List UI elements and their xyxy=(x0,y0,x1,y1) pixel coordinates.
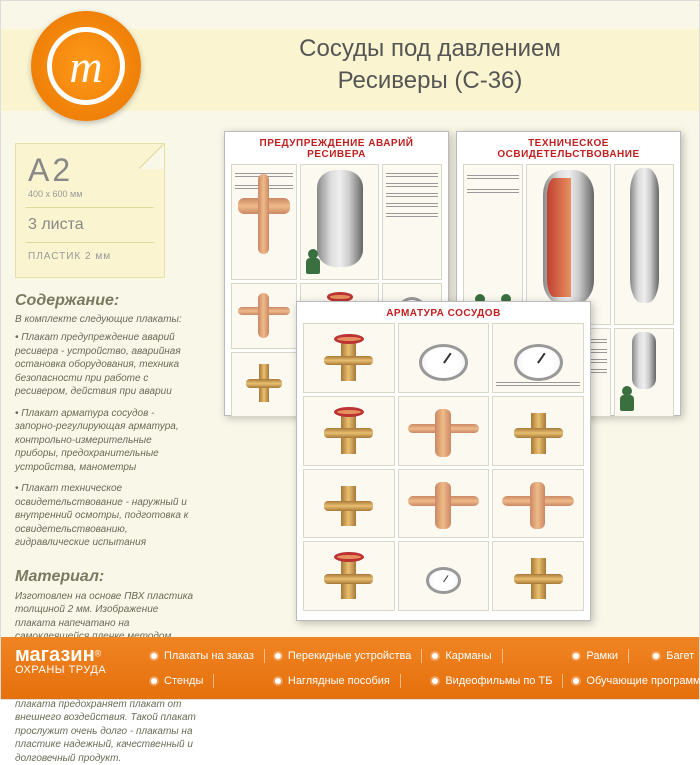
brand-logo: m xyxy=(31,11,141,121)
diagram-cell xyxy=(398,323,490,393)
diagram-cell xyxy=(303,323,395,393)
bullet-icon xyxy=(653,653,659,659)
diagram-cell xyxy=(303,469,395,539)
material-heading: Материал: xyxy=(15,568,197,586)
separator xyxy=(264,649,265,663)
divider xyxy=(26,242,154,243)
divider xyxy=(26,207,154,208)
bullet-icon xyxy=(275,678,281,684)
format-badge: A2 400 x 600 мм 3 листа ПЛАСТИК 2 мм xyxy=(15,143,165,278)
content-bullet: • Плакат техническое освидетельствование… xyxy=(15,482,197,550)
bullet-icon xyxy=(432,678,438,684)
diagram-cell xyxy=(492,396,584,466)
footer-menu: Плакаты на заказ Перекидные устройства К… xyxy=(151,645,689,691)
diagram-cell xyxy=(303,541,395,611)
footer-link[interactable]: Видеофильмы по ТБ xyxy=(432,674,573,688)
poster-preview-area: ПРЕДУПРЕЖДЕНИЕ АВАРИЙ РЕСИВЕРА ТЕХНИЧЕСК… xyxy=(216,131,687,627)
footer-link-label: Плакаты на заказ xyxy=(164,650,254,662)
diagram-cell xyxy=(300,164,379,280)
material-short: ПЛАСТИК 2 мм xyxy=(28,251,164,262)
bullet-icon xyxy=(151,653,157,659)
footer-link-label: Обучающие программы xyxy=(586,675,700,687)
footer-link-label: Видеофильмы по ТБ xyxy=(445,675,552,687)
diagram-cell xyxy=(231,283,297,348)
diagram-cell xyxy=(614,328,674,417)
separator xyxy=(213,674,214,688)
footer-link[interactable]: Карманы xyxy=(432,649,573,663)
separator xyxy=(562,674,563,688)
sidebar: A2 400 x 600 мм 3 листа ПЛАСТИК 2 мм Сод… xyxy=(1,131,211,629)
title-line2: Ресиверы (С-36) xyxy=(181,67,679,95)
bullet-icon xyxy=(573,653,579,659)
poster-1-title: ПРЕДУПРЕЖДЕНИЕ АВАРИЙ РЕСИВЕРА xyxy=(231,138,442,160)
footer-link[interactable]: Перекидные устройства xyxy=(275,649,432,663)
page: m Сосуды под давлением Ресиверы (С-36) A… xyxy=(0,0,700,700)
brand-logo-ring: m xyxy=(47,27,125,105)
diagram-cell xyxy=(231,352,297,417)
diagram-cell xyxy=(398,469,490,539)
content-bullet: • Плакат предупреждение аварий ресивера … xyxy=(15,331,197,399)
bullet-icon xyxy=(573,678,579,684)
footer-logo: магазин® ОХРАНЫ ТРУДА xyxy=(15,645,106,676)
footer: магазин® ОХРАНЫ ТРУДА Плакаты на заказ П… xyxy=(1,637,699,699)
title-line1: Сосуды под давлением xyxy=(181,35,679,63)
diagram-cell xyxy=(614,164,674,325)
diagram-cell xyxy=(398,541,490,611)
separator xyxy=(400,674,401,688)
content-intro: В комплекте следующие плакаты: xyxy=(15,314,197,325)
poster-2-title: ТЕХНИЧЕСКОЕ ОСВИДЕТЕЛЬСТВОВАНИЕ xyxy=(463,138,674,160)
diagram-cell xyxy=(492,541,584,611)
footer-link[interactable]: Наглядные пособия xyxy=(275,674,432,688)
footer-link[interactable]: Обучающие программы xyxy=(573,675,700,687)
poster-3-title: АРМАТУРА СОСУДОВ xyxy=(303,308,584,319)
diagram-cell xyxy=(492,469,584,539)
poster-3: АРМАТУРА СОСУДОВ xyxy=(296,301,591,621)
page-title: Сосуды под давлением Ресиверы (С-36) xyxy=(181,35,679,95)
diagram-cell xyxy=(398,396,490,466)
format-dimensions: 400 x 600 мм xyxy=(28,189,164,199)
bullet-icon xyxy=(151,678,157,684)
footer-link-label: Наглядные пособия xyxy=(288,675,390,687)
content-bullet: • Плакат арматура сосудов - запорно-регу… xyxy=(15,407,197,475)
sheets-count: 3 листа xyxy=(28,216,164,234)
brand-logo-letter: m xyxy=(69,40,102,93)
footer-link[interactable]: Рамки xyxy=(573,649,653,663)
separator xyxy=(421,649,422,663)
content-heading: Содержание: xyxy=(15,292,197,310)
poster-3-body xyxy=(303,323,584,611)
footer-link[interactable]: Стенды xyxy=(151,674,275,688)
footer-link-label: Стенды xyxy=(164,675,203,687)
diagram-cell xyxy=(382,164,442,280)
separator xyxy=(628,649,629,663)
footer-link[interactable]: Багет xyxy=(653,650,700,662)
diagram-cell xyxy=(303,396,395,466)
footer-link-label: Карманы xyxy=(445,650,491,662)
bullet-icon xyxy=(432,653,438,659)
diagram-cell xyxy=(231,164,297,280)
separator xyxy=(502,649,503,663)
footer-logo-l2: ОХРАНЫ ТРУДА xyxy=(15,665,106,676)
bullet-icon xyxy=(275,653,281,659)
footer-link-label: Рамки xyxy=(586,650,618,662)
footer-link-label: Перекидные устройства xyxy=(288,650,411,662)
registered-icon: ® xyxy=(95,648,102,658)
footer-logo-l1: магазин xyxy=(15,644,95,666)
format-label: A2 xyxy=(28,152,164,189)
diagram-cell xyxy=(492,323,584,393)
footer-link[interactable]: Плакаты на заказ xyxy=(151,649,275,663)
footer-link-label: Багет xyxy=(666,650,694,662)
